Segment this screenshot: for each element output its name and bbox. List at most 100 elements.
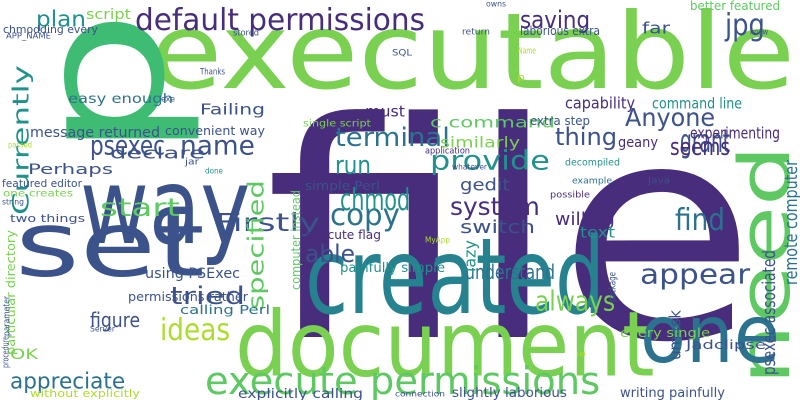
word: Perhaps	[28, 160, 113, 178]
word: application	[425, 145, 470, 156]
word: two things	[10, 212, 86, 225]
word: command line	[652, 94, 743, 113]
word: connection	[395, 389, 445, 399]
word: able	[305, 239, 356, 268]
word: saving	[520, 5, 591, 34]
word: execute flag	[306, 227, 382, 242]
word: procedure	[0, 335, 11, 368]
word: created	[305, 215, 605, 339]
word: script	[86, 5, 131, 23]
word: owns	[486, 0, 507, 9]
word: extra step	[530, 113, 590, 128]
word: MyApp	[425, 235, 450, 245]
word: willing	[555, 208, 615, 230]
word: OK	[10, 345, 39, 363]
word: Name	[518, 45, 537, 56]
word: without explicitly	[30, 387, 140, 400]
word: declare	[110, 143, 206, 163]
word: start	[100, 192, 180, 222]
word: writing painfully	[620, 384, 725, 400]
word: switch	[460, 216, 536, 238]
word: know	[750, 27, 769, 37]
word: name	[180, 129, 255, 162]
word: ideas	[160, 312, 231, 348]
word: APP_NAME	[6, 31, 51, 41]
word: chmodding every	[3, 23, 98, 36]
word: slightly laborious	[452, 384, 567, 400]
word: copy	[330, 197, 400, 233]
word: whatever	[452, 162, 487, 172]
word: must	[365, 102, 406, 121]
word: psexec associated	[758, 250, 780, 375]
word: painfully simple	[340, 259, 446, 276]
word: possible	[550, 189, 591, 200]
word: permissions rather	[128, 289, 248, 304]
word: stored	[233, 27, 260, 38]
word: run	[335, 149, 371, 181]
word: calling Perl	[180, 302, 271, 317]
word: appreciate	[10, 368, 126, 394]
word: executable	[150, 0, 796, 114]
word: thing	[555, 122, 618, 151]
word: lazy	[460, 240, 480, 272]
word: always	[535, 284, 616, 318]
word: explicitly calling	[238, 385, 364, 400]
word: execute permissions	[205, 358, 601, 400]
word: find	[675, 202, 725, 238]
word: chmod	[340, 182, 411, 218]
word: capability	[565, 93, 636, 113]
word: figure	[90, 308, 141, 332]
word: far	[642, 18, 670, 38]
word: way	[80, 145, 251, 269]
word: featured editor	[2, 177, 82, 190]
word: similarly	[440, 133, 521, 152]
word: every single	[620, 325, 711, 340]
word: exe	[161, 94, 176, 104]
word: jpg	[725, 7, 765, 43]
word: text	[580, 223, 616, 242]
word: using PSExec	[145, 264, 241, 282]
word: psexec	[90, 129, 165, 162]
word: passed	[8, 140, 32, 150]
word: set	[15, 191, 205, 298]
word: one	[640, 287, 781, 382]
word: Failing	[200, 100, 265, 119]
word: computer instead	[288, 190, 303, 290]
word: document	[235, 291, 655, 398]
word: file	[265, 58, 756, 400]
word: return	[462, 26, 490, 37]
word: decompiled	[565, 156, 620, 168]
word: easy enough	[68, 90, 174, 107]
word: plan	[36, 6, 86, 32]
word: remote computer	[780, 160, 800, 285]
word: one creates	[3, 187, 74, 199]
word: convenient way	[165, 123, 265, 138]
word: ie	[576, 349, 587, 359]
word: default permissions	[135, 2, 425, 38]
word: terminal	[335, 121, 450, 153]
word: Server	[90, 324, 115, 334]
word: grant	[680, 122, 731, 160]
word: package	[606, 271, 618, 302]
word: c command	[430, 113, 555, 132]
word: Anyone	[625, 102, 716, 132]
word: Thanks	[200, 66, 226, 77]
word: specified	[243, 180, 269, 310]
word: done	[205, 166, 223, 176]
word: better featured	[690, 0, 781, 13]
word: Firstly	[215, 207, 321, 237]
word: Java	[648, 175, 671, 186]
word: provide	[430, 144, 550, 177]
word: p	[517, 71, 526, 83]
word: system	[450, 191, 540, 221]
word: Jadclipse	[686, 337, 766, 352]
word: tried	[170, 281, 246, 310]
word: single script	[303, 117, 371, 129]
word: seems	[670, 132, 730, 161]
word: jar	[185, 156, 200, 167]
word: experimenting	[690, 123, 781, 143]
word: simple Perl	[305, 178, 381, 193]
word: gedit	[460, 174, 511, 195]
word: parameter	[1, 296, 12, 336]
